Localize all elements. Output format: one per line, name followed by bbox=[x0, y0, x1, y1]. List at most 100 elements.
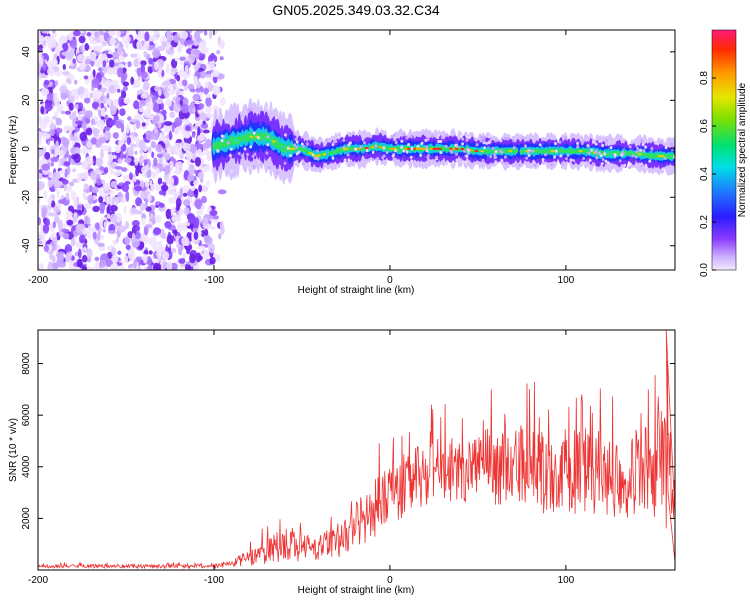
noise-blob bbox=[175, 96, 180, 105]
ridge-peak bbox=[342, 148, 347, 151]
noise-blob bbox=[141, 217, 146, 227]
halo-dot bbox=[493, 155, 497, 160]
noise-blob bbox=[38, 181, 42, 192]
noise-blob bbox=[216, 49, 221, 55]
halo-dot bbox=[439, 139, 443, 144]
ridge-peak bbox=[235, 138, 239, 142]
noise-blob bbox=[179, 56, 186, 61]
noise-blob bbox=[125, 192, 130, 202]
noise-blob bbox=[212, 75, 218, 84]
noise-blob bbox=[55, 117, 63, 126]
ridge-peak bbox=[412, 147, 417, 150]
noise-blob bbox=[154, 85, 160, 92]
noise-blob bbox=[117, 250, 122, 255]
halo-dot bbox=[289, 154, 292, 158]
noise-blob bbox=[200, 123, 209, 129]
noise-blob bbox=[50, 157, 56, 163]
noise-blob bbox=[175, 126, 184, 132]
noise-blob bbox=[169, 161, 174, 171]
noise-blob bbox=[87, 231, 92, 240]
noise-blob bbox=[151, 151, 155, 159]
noise-blob bbox=[64, 168, 68, 178]
noise-blob bbox=[103, 95, 107, 105]
halo-dot bbox=[605, 139, 608, 143]
noise-blob bbox=[136, 67, 142, 77]
noise-blob bbox=[198, 42, 205, 51]
noise-blob bbox=[62, 43, 68, 50]
halo-dot bbox=[220, 139, 224, 143]
halo-dot bbox=[257, 136, 260, 140]
noise-blob bbox=[165, 63, 170, 74]
ridge-peak bbox=[322, 153, 327, 156]
noise-blob bbox=[84, 97, 91, 104]
halo-dot bbox=[494, 160, 498, 164]
halo-dot bbox=[636, 146, 640, 151]
halo-dot bbox=[663, 156, 667, 160]
noise-blob bbox=[38, 47, 43, 53]
halo-dot bbox=[337, 136, 341, 140]
noise-blob bbox=[122, 52, 128, 58]
noise-blob bbox=[193, 94, 200, 100]
halo-dot bbox=[650, 147, 654, 151]
noise-blob bbox=[86, 248, 93, 259]
halo-dot bbox=[393, 133, 396, 137]
noise-blob bbox=[95, 157, 104, 167]
halo-dot bbox=[394, 149, 397, 153]
halo-dot bbox=[410, 146, 414, 151]
halo-dot bbox=[623, 163, 627, 167]
noise-blob bbox=[143, 40, 150, 50]
halo-dot bbox=[670, 142, 674, 146]
chart-title: GN05.2025.349.03.32.C34 bbox=[272, 2, 440, 18]
noise-blob bbox=[109, 59, 115, 68]
noise-blob bbox=[181, 79, 188, 87]
noise-blob bbox=[155, 131, 161, 138]
noise-blob bbox=[157, 88, 162, 97]
halo-dot bbox=[295, 152, 299, 156]
noise-blob bbox=[135, 120, 141, 129]
halo-dot bbox=[544, 153, 547, 157]
y-tick-label: -20 bbox=[21, 190, 32, 205]
noise-blob bbox=[169, 71, 177, 76]
halo-dot bbox=[564, 136, 568, 140]
halo-dot bbox=[311, 153, 315, 157]
halo-dot bbox=[661, 167, 665, 171]
snr-series-line bbox=[38, 330, 675, 570]
noise-blob bbox=[168, 196, 175, 204]
noise-blob bbox=[198, 55, 204, 61]
noise-blob bbox=[87, 224, 93, 233]
halo-dot bbox=[316, 149, 319, 153]
noise-blob bbox=[150, 171, 157, 178]
halo-dot bbox=[226, 141, 230, 145]
noise-blob bbox=[193, 75, 198, 87]
halo-dot bbox=[582, 161, 586, 165]
halo-dot bbox=[410, 135, 413, 139]
x-tick-label: 100 bbox=[558, 275, 575, 286]
halo-dot bbox=[586, 144, 590, 148]
halo-dot bbox=[576, 141, 579, 145]
noise-blob bbox=[80, 30, 84, 34]
halo-dot bbox=[461, 137, 465, 141]
noise-blob bbox=[133, 258, 137, 269]
halo-dot bbox=[494, 149, 498, 154]
noise-blob bbox=[118, 96, 124, 107]
noise-blob bbox=[194, 199, 203, 210]
noise-blob bbox=[198, 184, 203, 193]
ridge-peak bbox=[469, 149, 473, 152]
noise-blob bbox=[51, 149, 55, 155]
noise-blob bbox=[121, 167, 128, 172]
noise-blob bbox=[220, 224, 225, 235]
noise-blob bbox=[160, 184, 169, 192]
noise-blob bbox=[58, 150, 65, 157]
noise-blob bbox=[102, 60, 107, 68]
noise-blob bbox=[56, 105, 62, 113]
noise-blob bbox=[131, 220, 140, 227]
noise-blob bbox=[203, 233, 210, 242]
noise-blob bbox=[181, 236, 190, 246]
noise-blob bbox=[131, 232, 136, 243]
noise-blob bbox=[51, 58, 58, 67]
halo-dot bbox=[252, 131, 256, 135]
halo-dot bbox=[436, 135, 440, 140]
halo-dot bbox=[530, 149, 534, 153]
noise-blob bbox=[40, 106, 45, 115]
halo-dot bbox=[425, 149, 429, 153]
